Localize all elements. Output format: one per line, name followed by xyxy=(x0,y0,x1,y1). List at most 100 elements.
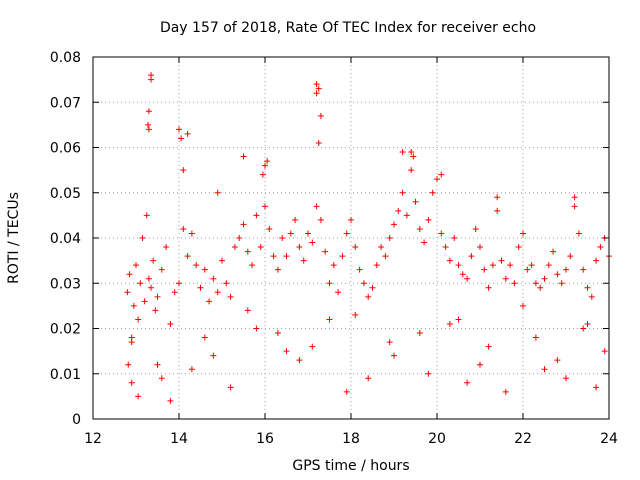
data-point xyxy=(279,235,286,241)
data-point xyxy=(451,235,458,241)
data-point xyxy=(313,203,320,210)
data-point xyxy=(305,230,311,237)
data-point xyxy=(148,284,155,291)
chart-title: Day 157 of 2018, Rate Of TEC Index for r… xyxy=(160,20,536,36)
data-point xyxy=(274,330,281,337)
data-point xyxy=(464,379,471,386)
data-point xyxy=(369,284,376,291)
data-point xyxy=(124,289,131,296)
x-tick-label: 20 xyxy=(428,431,446,447)
x-axis-title: GPS time / hours xyxy=(292,458,409,474)
data-point xyxy=(128,339,135,346)
data-point xyxy=(227,384,234,391)
data-point xyxy=(287,230,294,237)
data-point xyxy=(434,176,440,183)
data-point xyxy=(399,149,406,156)
data-point xyxy=(135,316,142,323)
data-point xyxy=(210,352,217,359)
data-point xyxy=(244,248,251,255)
data-point xyxy=(532,334,539,341)
data-point xyxy=(416,225,423,232)
x-tick-label: 16 xyxy=(256,431,274,447)
data-point xyxy=(485,284,492,291)
data-point xyxy=(468,253,475,260)
x-tick-label: 12 xyxy=(84,431,102,447)
data-point xyxy=(554,271,561,278)
data-point xyxy=(274,266,281,273)
data-point xyxy=(330,262,337,269)
data-point xyxy=(365,375,372,382)
data-point xyxy=(130,302,137,309)
data-point xyxy=(563,375,569,382)
data-point xyxy=(317,112,324,119)
data-point xyxy=(455,316,462,323)
data-point xyxy=(193,262,200,269)
data-point xyxy=(442,244,449,251)
data-point xyxy=(507,262,514,269)
data-point xyxy=(262,162,268,169)
data-point xyxy=(231,244,238,251)
data-point xyxy=(219,257,225,264)
data-point xyxy=(184,253,191,260)
data-point xyxy=(382,253,389,260)
data-point xyxy=(412,198,419,205)
data-point xyxy=(315,139,322,146)
data-point xyxy=(429,189,436,196)
data-point xyxy=(262,203,268,210)
data-point xyxy=(391,352,397,359)
data-point xyxy=(154,293,161,300)
data-point xyxy=(425,370,432,377)
data-point xyxy=(571,194,578,201)
data-point xyxy=(313,90,320,97)
data-point xyxy=(580,325,587,332)
data-point xyxy=(554,357,561,364)
data-point xyxy=(455,262,462,269)
x-tick-label: 18 xyxy=(342,431,360,447)
data-point xyxy=(352,244,359,251)
data-point xyxy=(446,320,453,327)
data-point xyxy=(386,339,393,346)
data-point xyxy=(309,239,316,246)
data-point xyxy=(158,266,165,273)
data-point xyxy=(485,343,492,350)
data-point xyxy=(416,330,423,337)
data-point xyxy=(145,275,152,282)
data-point xyxy=(264,158,271,165)
x-tick-labels: 12 14 16 18 20 22 24 xyxy=(84,431,618,447)
data-point xyxy=(502,275,509,282)
data-point xyxy=(326,316,333,323)
data-point xyxy=(317,216,324,223)
data-point xyxy=(197,284,204,291)
data-point xyxy=(188,366,195,373)
data-point xyxy=(236,235,243,241)
data-point xyxy=(575,230,582,237)
data-point xyxy=(322,248,329,255)
data-point xyxy=(541,366,548,373)
y-tick-label: 0.01 xyxy=(50,367,81,383)
data-point xyxy=(386,235,393,241)
data-point xyxy=(438,230,445,237)
data-point xyxy=(178,135,185,142)
data-point xyxy=(477,361,483,368)
data-point xyxy=(378,244,385,251)
data-point xyxy=(171,289,178,296)
y-tick-label: 0.05 xyxy=(50,186,81,202)
data-point xyxy=(313,81,320,88)
data-point xyxy=(343,388,350,395)
data-point xyxy=(601,348,608,355)
data-point xyxy=(335,289,342,296)
data-point xyxy=(515,244,522,251)
y-tick-label: 0 xyxy=(72,412,81,428)
data-point xyxy=(520,230,526,237)
data-point xyxy=(421,239,428,246)
data-point xyxy=(145,126,152,133)
data-point xyxy=(125,361,132,368)
data-point xyxy=(360,280,367,287)
data-point xyxy=(597,244,604,251)
data-point xyxy=(498,257,505,264)
data-point xyxy=(532,280,539,287)
data-point xyxy=(403,212,410,219)
data-point xyxy=(158,375,165,382)
data-point xyxy=(240,153,247,160)
data-point xyxy=(524,266,531,273)
